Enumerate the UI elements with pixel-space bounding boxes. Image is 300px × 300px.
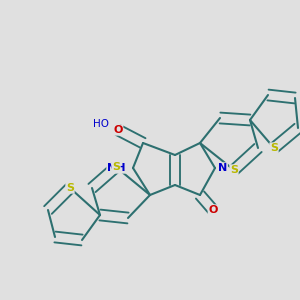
- Text: O: O: [113, 125, 123, 135]
- Text: S: S: [230, 165, 238, 175]
- Text: S: S: [112, 162, 120, 172]
- Text: HO: HO: [93, 119, 109, 129]
- Text: N: N: [218, 163, 227, 173]
- Text: S: S: [270, 143, 278, 153]
- Text: NH: NH: [107, 163, 125, 173]
- Text: O: O: [208, 205, 218, 215]
- Text: S: S: [66, 183, 74, 193]
